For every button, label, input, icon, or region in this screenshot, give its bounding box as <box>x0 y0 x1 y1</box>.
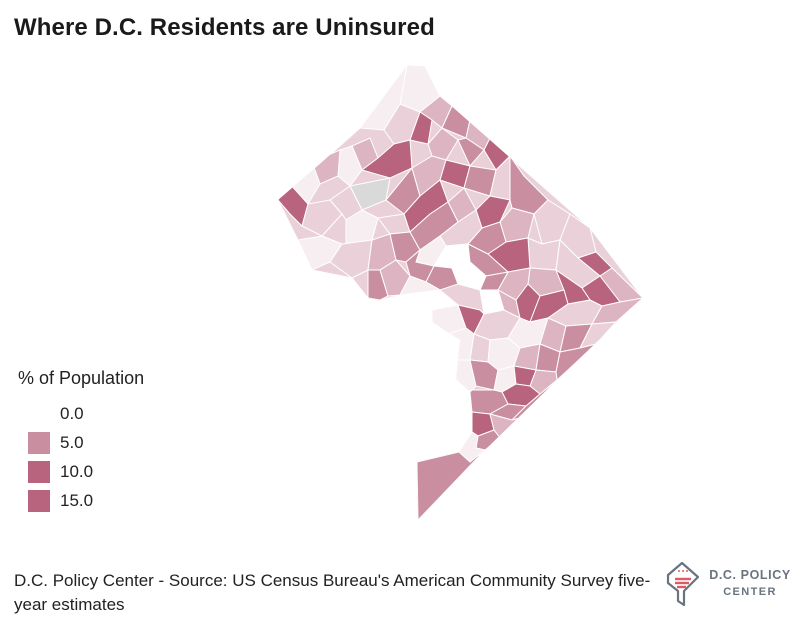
tract <box>345 209 379 245</box>
tract <box>427 127 459 161</box>
legend-title: % of Population <box>18 368 145 388</box>
census-tracts <box>278 65 643 520</box>
tract <box>416 449 486 520</box>
legend-label-2: 10.0 <box>60 461 94 481</box>
legend-item-2: 10.0 <box>18 457 144 486</box>
legend-swatch-3 <box>28 489 50 512</box>
legend-item-0: 0.0 <box>18 399 144 428</box>
logo-text: D.C. POLICY CENTER <box>708 567 792 601</box>
tract <box>367 269 389 301</box>
tract <box>591 297 643 325</box>
tract <box>399 275 442 296</box>
tract <box>409 111 433 145</box>
source-note: D.C. Policy Center - Source: US Census B… <box>14 571 651 614</box>
logo-line-1: D.C. POLICY <box>709 568 791 582</box>
legend-item-3: 15.0 <box>18 486 144 515</box>
tract <box>446 327 475 361</box>
legend-label-0: 0.0 <box>60 403 84 423</box>
logo-line-2: CENTER <box>723 586 777 598</box>
legend-item-1: 5.0 <box>18 428 144 457</box>
map-title: Where D.C. Residents are Uninsured <box>14 14 435 41</box>
legend-label-1: 5.0 <box>60 432 84 452</box>
dc-flag-map-icon <box>666 561 700 607</box>
legend-swatch-1 <box>28 431 50 454</box>
legend-swatch-0 <box>28 402 50 425</box>
legend-label-3: 15.0 <box>60 490 94 510</box>
map-legend: % of Population 0.0 5.0 10.0 15.0 <box>18 368 144 515</box>
legend-swatch-2 <box>28 460 50 483</box>
dc-policy-center-logo: D.C. POLICY CENTER <box>662 561 792 607</box>
